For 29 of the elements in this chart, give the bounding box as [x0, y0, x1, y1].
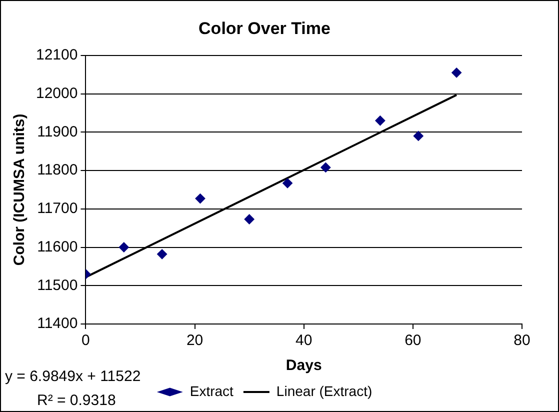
x-axis-title: Days — [286, 357, 322, 374]
point — [195, 194, 206, 204]
point — [282, 178, 292, 188]
chart-title: Color Over Time — [198, 18, 330, 38]
point — [320, 162, 331, 172]
y-tick-label: 11500 — [37, 276, 78, 294]
point — [375, 116, 386, 126]
point — [452, 68, 462, 78]
point — [118, 242, 129, 252]
x-tick-label: 20 — [186, 332, 204, 350]
x-tick-label: 0 — [82, 332, 90, 350]
x-tick-label: 40 — [296, 332, 312, 350]
legend-label: Extract — [190, 382, 234, 399]
y-tick-label: 12100 — [36, 46, 78, 64]
point — [244, 214, 254, 224]
y-tick-label: 11700 — [37, 200, 78, 218]
legend-label: Linear (Extract) — [276, 382, 372, 399]
y-tick-label: 11600 — [37, 238, 78, 256]
x-tick-label: 60 — [404, 332, 422, 350]
y-axis-title: Color (ICUMSA units) — [11, 114, 28, 266]
text: y = 6.9849x + 11522 — [5, 368, 141, 386]
y-tick-label: 12000 — [36, 84, 78, 102]
x-tick-label: 80 — [514, 332, 530, 350]
text: R² = 0.9318 — [37, 392, 116, 410]
y-tick-label: 11900 — [37, 123, 78, 140]
y-tick-label: 11400 — [37, 315, 78, 332]
point — [157, 249, 168, 260]
y-tick-label: 11800 — [37, 162, 78, 179]
point — [413, 130, 424, 141]
